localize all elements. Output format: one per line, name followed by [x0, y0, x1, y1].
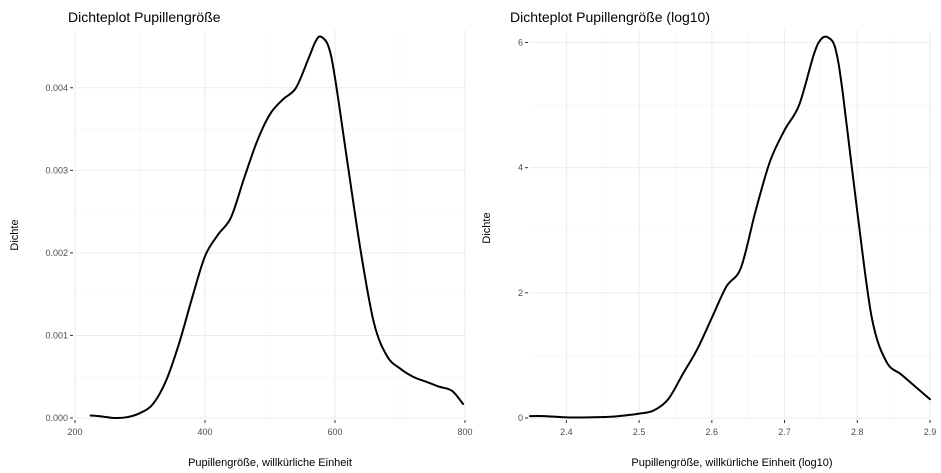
y-tick-label: 0.001 — [45, 330, 68, 340]
tick-labels: 2.4 2.5 2.6 2.7 2.8 2.9 0 2 4 6 — [518, 38, 936, 437]
grid — [530, 30, 931, 419]
panel-linear: Dichteplot Pupillengröße 200 400 600 800 0.0… — [9, 9, 473, 469]
x-axis-label: Pupillengröße, willkürliche Einheit — [188, 457, 352, 469]
chart-title: Dichteplot Pupillengröße — [68, 9, 221, 25]
x-tick-label: 200 — [67, 427, 82, 437]
tick-labels: 200 400 600 800 0.000 0.001 0.002 0.003 0.004 — [45, 83, 472, 437]
density-line — [89, 35, 465, 420]
y-tick-label: 0.002 — [45, 248, 68, 258]
x-tick-label: 2.8 — [851, 427, 864, 437]
grid — [74, 30, 466, 419]
x-tick-label: 2.4 — [560, 427, 573, 437]
y-tick-label: 0.003 — [45, 165, 68, 175]
x-tick-label: 2.6 — [706, 427, 719, 437]
x-tick-label: 800 — [457, 427, 472, 437]
chart-title: Dichteplot Pupillengröße (log10) — [510, 9, 710, 25]
y-tick-label: 0.004 — [45, 83, 68, 93]
x-tick-label: 2.9 — [924, 427, 937, 437]
y-tick-label: 2 — [518, 288, 523, 298]
y-tick-label: 0 — [518, 413, 523, 423]
x-tick-label: 600 — [327, 427, 342, 437]
density-line — [529, 35, 931, 419]
x-tick-label: 2.7 — [778, 427, 791, 437]
x-tick-label: 2.5 — [633, 427, 646, 437]
panel-log10: Dichteplot Pupillengröße (log10) 2.4 2.5 2… — [481, 9, 936, 469]
y-tick-label: 4 — [518, 163, 523, 173]
y-tick-label: 0.000 — [45, 413, 68, 423]
y-tick-label: 6 — [518, 38, 523, 48]
x-axis-label: Pupillengröße, willkürliche Einheit (log… — [631, 457, 832, 469]
x-tick-label: 400 — [197, 427, 212, 437]
y-axis-label: Dichte — [9, 219, 21, 250]
y-axis-label: Dichte — [481, 212, 493, 243]
